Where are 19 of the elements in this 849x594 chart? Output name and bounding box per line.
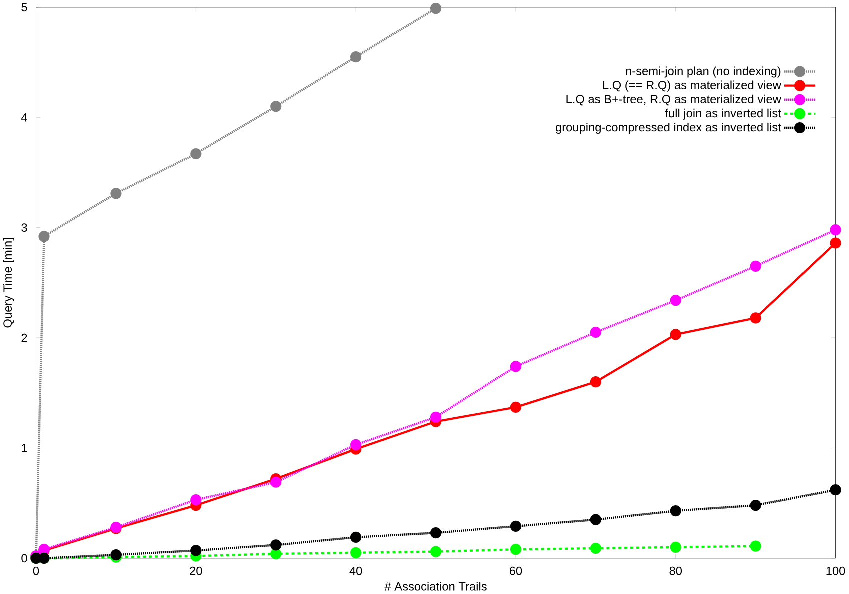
x-tick-label: 80 xyxy=(670,566,682,576)
y-tick-label: 1 xyxy=(22,444,28,452)
x-tick-label: 20 xyxy=(190,566,202,576)
legend-label: L.Q (== R.Q) as materialized view xyxy=(603,80,782,92)
legend-label: grouping-compressed index as inverted list xyxy=(556,122,782,134)
x-axis-title: # Association Trails xyxy=(384,582,487,591)
legend-label: full join as inverted list xyxy=(665,108,782,120)
y-axis-title: Query Time [min] xyxy=(3,238,14,328)
y-tick-label: 4 xyxy=(21,114,28,122)
y-tick-label: 3 xyxy=(22,224,28,232)
y-tick-label: 2 xyxy=(22,334,28,342)
legend-label: n-semi-join plan (no indexing) xyxy=(626,66,781,78)
y-tick-label: 5 xyxy=(22,3,28,12)
y-tick-label: 0 xyxy=(22,554,28,563)
x-tick-label: 40 xyxy=(350,566,362,576)
x-tick-label: 100 xyxy=(826,566,846,576)
legend-label: L.Q as B+-tree, R.Q as materialized view xyxy=(566,94,782,106)
x-tick-label: 60 xyxy=(510,566,522,576)
x-tick-label: 0 xyxy=(33,566,40,576)
